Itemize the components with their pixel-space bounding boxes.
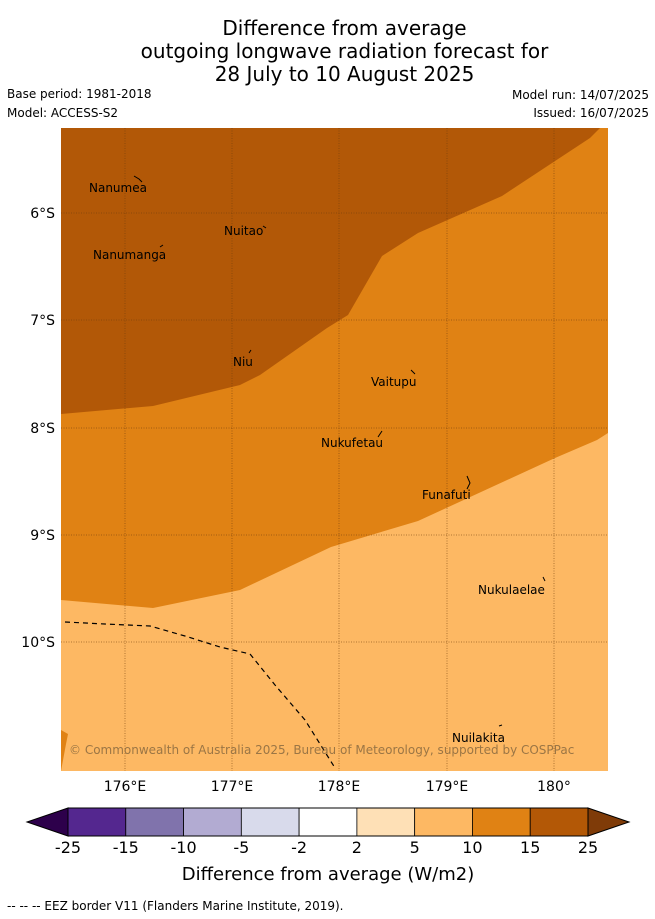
lon-tick-label: 178°E <box>318 779 361 795</box>
colorbar-cell <box>125 807 184 837</box>
place-label: Nukufetau <box>321 436 383 450</box>
lon-tick-labels: 176°E 177°E 178°E 179°E 180° <box>104 779 571 795</box>
place-label: Nukulaelae <box>478 583 545 597</box>
colorbar-cells <box>67 807 589 837</box>
colorbar-tick-label: -25 <box>55 838 81 857</box>
place-label: Niu <box>233 355 253 369</box>
place-label: Vaitupu <box>371 375 417 389</box>
island-mark <box>377 430 383 438</box>
colorbar-tick-label: 10 <box>462 838 482 857</box>
lat-tick-label: 9°S <box>30 528 55 544</box>
colorbar-label: Difference from average (W/m2) <box>182 864 474 885</box>
colorbar-tick-label: -2 <box>291 838 307 857</box>
title-line-3: 28 July to 10 August 2025 <box>214 62 475 86</box>
colorbar-tick-labels: -25 -15 -10 -5 -2 2 5 10 15 25 <box>55 838 598 857</box>
lat-tick-label: 8°S <box>30 421 55 437</box>
colorbar-cell <box>298 807 358 837</box>
map-title: Difference from average outgoing longwav… <box>0 17 655 86</box>
colorbar-tick-label: -15 <box>113 838 139 857</box>
zone-edge-left <box>61 730 68 771</box>
colorbar-cell <box>183 807 242 837</box>
lon-tick-label: 180° <box>537 779 571 795</box>
model-name: Model: ACCESS-S2 <box>7 106 119 120</box>
place-label: Funafuti <box>422 488 471 502</box>
colorbar-cell <box>240 807 300 837</box>
colorbar-cell <box>414 807 473 837</box>
colorbar-tick-label: 5 <box>410 838 420 857</box>
eez-border <box>64 621 336 769</box>
island-mark <box>498 724 503 727</box>
colorbar-cell <box>67 807 127 837</box>
lon-tick-label: 179°E <box>426 779 469 795</box>
place-label: Nanumanga <box>93 248 166 262</box>
island-mark <box>159 244 164 248</box>
island-marks <box>133 175 546 727</box>
olr-anomaly-map: Nanumea Nuitao Nanumanga Niu Vaitupu Nuk… <box>21 128 631 885</box>
issued-date: Issued: 16/07/2025 <box>533 106 649 120</box>
base-period: Base period: 1981-2018 <box>7 87 152 101</box>
lon-tick-label: 177°E <box>211 779 254 795</box>
colorbar: -25 -15 -10 -5 -2 2 5 10 15 25 Difference from av… <box>25 807 631 885</box>
place-label: Nuitao <box>224 224 263 238</box>
place-labels: Nanumea Nuitao Nanumanga Niu Vaitupu Nuk… <box>89 181 545 745</box>
eez-legend-note: -- -- -- EEZ border V11 (Flanders Marine… <box>7 899 344 913</box>
contour-layer: Nanumea Nuitao Nanumanga Niu Vaitupu Nuk… <box>61 128 608 771</box>
colorbar-tick-label: -5 <box>233 838 249 857</box>
lat-tick-label: 6°S <box>30 206 55 222</box>
island-mark <box>133 175 143 183</box>
place-label: Nuilakita <box>452 731 505 745</box>
colorbar-over-arrow <box>587 807 631 837</box>
colorbar-under-arrow <box>25 807 69 837</box>
lat-tick-labels: 6°S 7°S 8°S 9°S 10°S <box>21 206 55 651</box>
grid-lines <box>61 128 608 771</box>
colorbar-cell <box>356 807 416 837</box>
island-mark <box>542 576 546 582</box>
island-mark <box>262 225 267 229</box>
copyright-notice: © Commonwealth of Australia 2025, Bureau… <box>69 743 574 757</box>
title-line-2: outgoing longwave radiation forecast for <box>140 39 549 63</box>
colorbar-tick-label: 15 <box>520 838 540 857</box>
island-mark <box>466 475 471 490</box>
colorbar-outline <box>67 807 589 837</box>
colorbar-tick-label: 25 <box>578 838 598 857</box>
lon-tick-label: 176°E <box>104 779 147 795</box>
colorbar-tick-label: 2 <box>352 838 362 857</box>
model-run: Model run: 14/07/2025 <box>511 88 649 102</box>
island-mark <box>410 369 416 375</box>
place-label: Nanumea <box>89 181 147 195</box>
colorbar-cell <box>472 807 531 837</box>
zone-15-to-25 <box>61 128 600 414</box>
colorbar-cell <box>529 807 589 837</box>
lat-tick-label: 7°S <box>30 313 55 329</box>
title-line-1: Difference from average <box>222 16 467 40</box>
island-mark <box>248 349 252 354</box>
lat-tick-label: 10°S <box>21 635 55 651</box>
colorbar-tick-label: -10 <box>170 838 196 857</box>
